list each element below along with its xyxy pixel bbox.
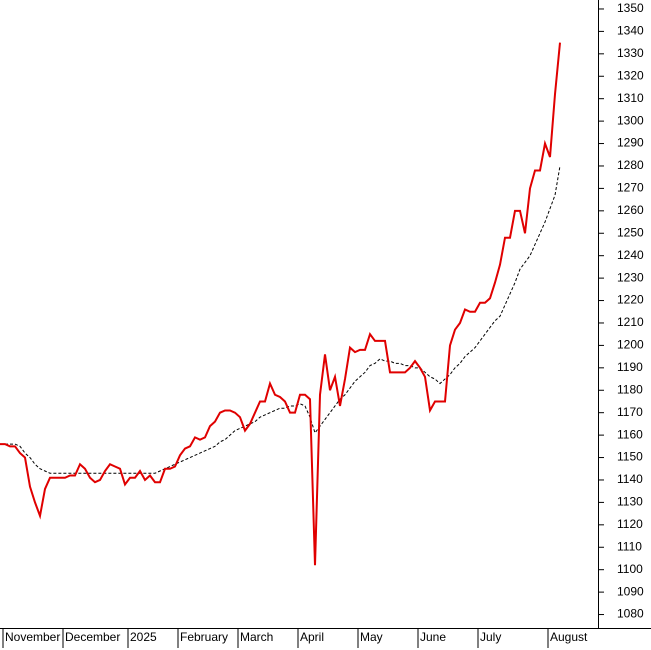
- y-tick-label: 1330: [617, 46, 644, 60]
- y-tick-label: 1110: [617, 539, 642, 553]
- y-tick-label: 1080: [617, 607, 644, 621]
- y-tick-label: 1280: [617, 158, 644, 172]
- y-tick-label: 1210: [617, 315, 644, 329]
- y-tick-label: 1100: [617, 562, 643, 576]
- y-tick-label: 1240: [617, 248, 644, 262]
- y-tick-label: 1200: [617, 338, 644, 352]
- y-tick-label: 1340: [617, 24, 644, 38]
- y-tick-label: 1260: [617, 203, 644, 217]
- x-tick-label: November: [5, 630, 60, 644]
- x-tick-label: June: [420, 630, 446, 644]
- y-tick-label: 1350: [617, 1, 644, 15]
- y-tick-label: 1300: [617, 113, 644, 127]
- y-tick-label: 1150: [617, 450, 643, 464]
- y-tick-label: 1190: [617, 360, 643, 374]
- x-tick-label: February: [180, 630, 228, 644]
- y-tick-label: 1130: [617, 495, 643, 509]
- y-tick-label: 1120: [617, 517, 643, 531]
- x-tick-label: May: [360, 630, 383, 644]
- y-tick-label: 1310: [617, 91, 644, 105]
- series-line: [0, 42, 561, 566]
- x-tick-label: 2025: [130, 630, 157, 644]
- y-tick-label: 1180: [617, 382, 643, 396]
- y-tick-label: 1290: [617, 136, 644, 150]
- x-tick-label: April: [300, 630, 324, 644]
- y-tick-label: 1230: [617, 270, 644, 284]
- y-tick-label: 1090: [617, 584, 644, 598]
- x-tick-label: March: [240, 630, 273, 644]
- y-tick-label: 1320: [617, 68, 644, 82]
- y-tick-label: 1170: [617, 405, 643, 419]
- y-tick-label: 1160: [617, 427, 643, 441]
- y-tick-label: 1140: [617, 472, 643, 486]
- x-tick-label: December: [65, 630, 120, 644]
- x-tick-label: August: [550, 630, 588, 644]
- x-tick-label: July: [480, 630, 501, 644]
- y-tick-label: 1270: [617, 181, 644, 195]
- y-tick-label: 1220: [617, 293, 644, 307]
- y-tick-label: 1250: [617, 225, 644, 239]
